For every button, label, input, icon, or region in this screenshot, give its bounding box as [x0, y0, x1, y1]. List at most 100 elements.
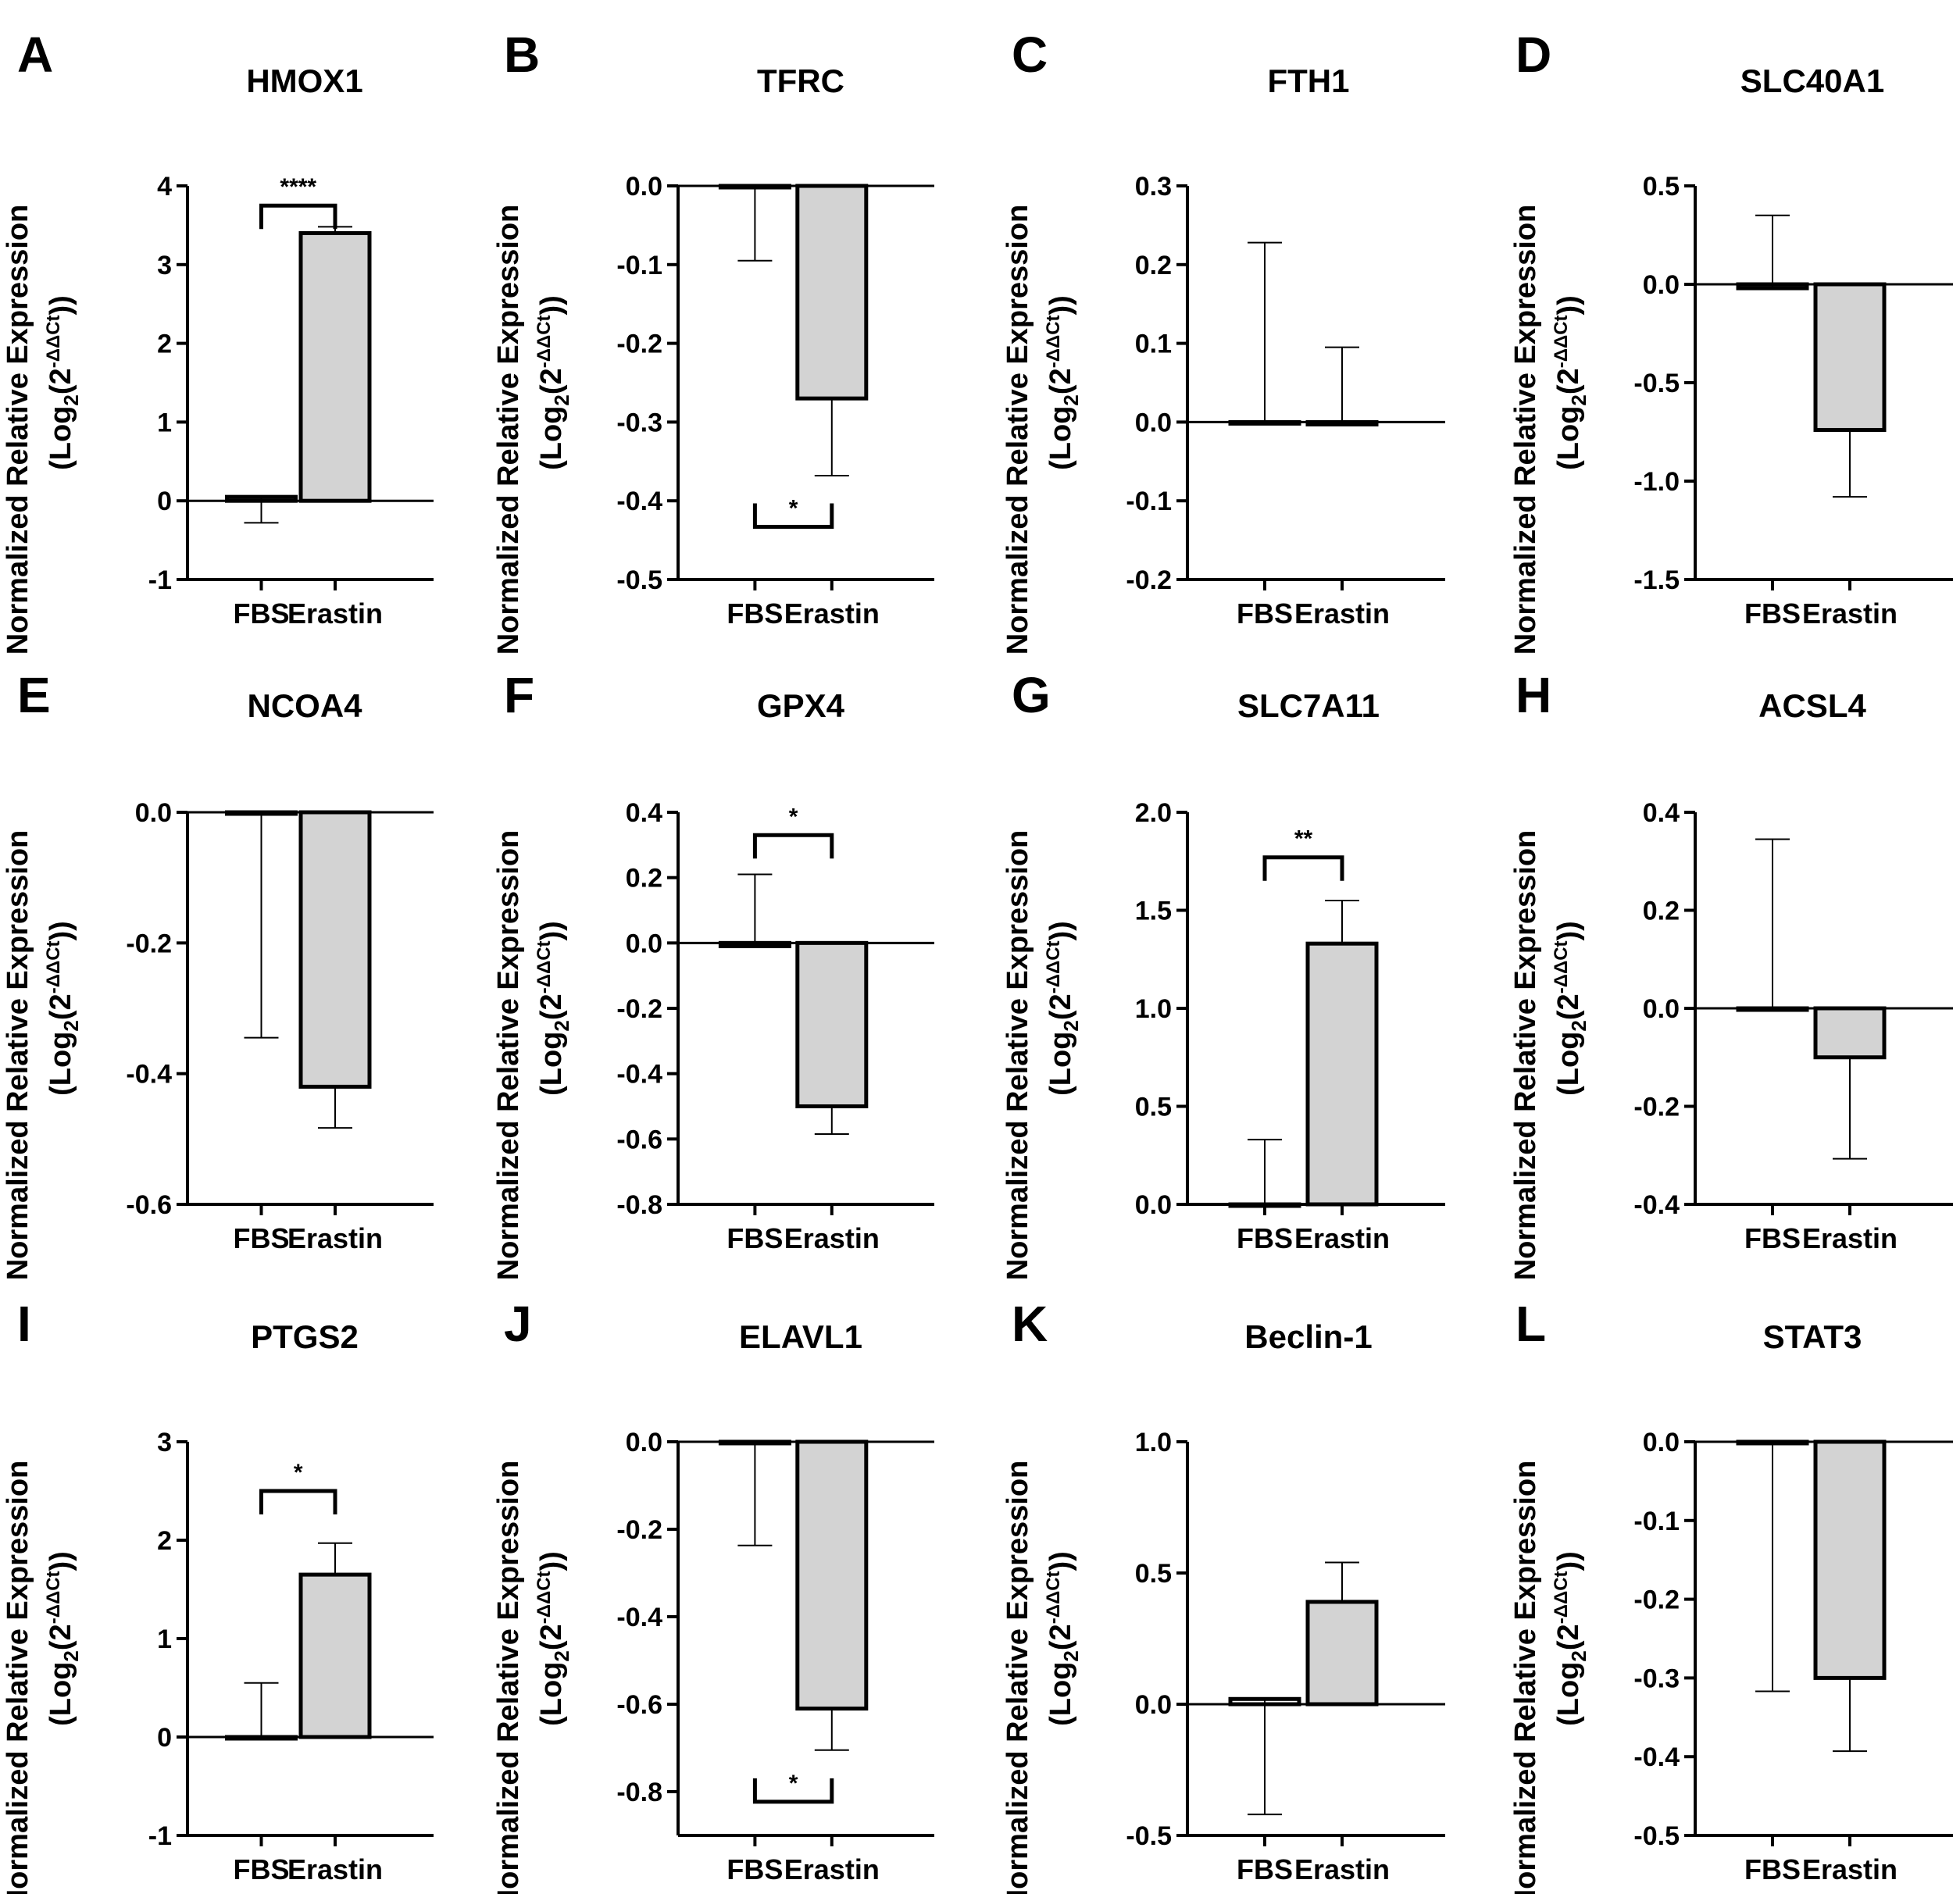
gene-title: HMOX1	[246, 62, 362, 99]
y-tick-label: -0.2	[616, 994, 662, 1024]
y-axis-label-line1: Normalized Relative Expression	[2, 830, 34, 1281]
y-tick-label: -0.4	[126, 1060, 172, 1090]
significance-label: *	[789, 804, 798, 829]
y-tick-label: 0.4	[1643, 798, 1680, 828]
y-tick-label: -0.5	[616, 565, 662, 595]
y-tick-label: -1.5	[1633, 565, 1680, 595]
y-tick-label: -0.2	[616, 1515, 662, 1545]
y-axis-label-line1: Normalized Relative Expression	[492, 830, 525, 1281]
y-tick-label: -0.4	[1633, 1190, 1680, 1220]
y-tick-label: 0.2	[1643, 897, 1680, 926]
y-tick-label: 0.0	[1643, 1428, 1680, 1457]
y-tick-label: 1.5	[1135, 897, 1172, 926]
y-tick-label: 0	[157, 1723, 172, 1753]
y-tick-label: -0.4	[616, 1603, 662, 1632]
x-category-label: Erastin	[287, 597, 383, 630]
panel-letter: L	[1516, 1296, 1546, 1352]
y-axis-label-line2: (Log2(2-ΔΔCt))	[534, 295, 573, 470]
panel-letter: H	[1516, 667, 1551, 723]
y-axis-label-line1: Normalized Relative Expression	[1509, 830, 1542, 1281]
x-category-label: FBS	[727, 1853, 783, 1885]
y-axis-label-line1: Normalized Relative Expression	[1001, 1461, 1034, 1894]
y-axis-label-line1: Normalized Relative Expression	[1509, 205, 1542, 655]
y-axis-label-line1: Normalized Relative Expression	[2, 1461, 34, 1894]
y-tick-label: 0.5	[1135, 1559, 1172, 1589]
significance-label: *	[789, 1771, 798, 1796]
panel-I: I PTGS2 Normalized Relative Expression (Log…	[2, 1296, 434, 1894]
x-category-label: Erastin	[287, 1853, 383, 1885]
bar-fbs	[1736, 1006, 1809, 1012]
y-tick-label: -0.5	[1633, 1821, 1680, 1851]
panel-letter: B	[504, 27, 540, 83]
y-tick-label: 4	[157, 172, 172, 202]
x-category-label: FBS	[234, 1853, 290, 1885]
bar-fbs	[1228, 419, 1301, 426]
gene-title: Beclin-1	[1244, 1318, 1372, 1355]
bar-fbs	[1228, 1202, 1301, 1208]
bar-erastin	[795, 1439, 869, 1711]
bar-erastin	[1813, 1439, 1887, 1680]
y-tick-label: 3	[157, 1428, 172, 1457]
gene-title: FTH1	[1268, 62, 1350, 99]
y-tick-label: 0.0	[626, 172, 662, 202]
y-tick-label: 0.5	[1643, 172, 1680, 202]
x-category-label: FBS	[1744, 1222, 1801, 1254]
y-tick-label: 1.0	[1135, 1428, 1172, 1457]
y-tick-label: -0.2	[126, 929, 172, 958]
y-tick-label: 0.0	[135, 798, 172, 828]
y-tick-label: -0.8	[616, 1778, 662, 1807]
significance-label: ****	[280, 174, 316, 200]
significance-bracket	[752, 833, 834, 859]
y-axis-label-line1: Normalized Relative Expression	[492, 1461, 525, 1894]
panel-G: G SLC7A11 Normalized Relative Expression (L…	[1001, 667, 1445, 1280]
x-category-label: FBS	[1237, 597, 1293, 630]
gene-title: GPX4	[757, 687, 845, 724]
bar-erastin	[795, 184, 869, 401]
y-tick-label: -0.1	[616, 251, 662, 280]
y-tick-label: 0.4	[626, 798, 662, 828]
x-category-label: FBS	[234, 1222, 290, 1254]
y-tick-label: 0.0	[626, 1428, 662, 1457]
panel-letter: I	[17, 1296, 31, 1352]
x-category-label: Erastin	[1802, 1853, 1898, 1885]
y-tick-label: -0.2	[1126, 565, 1172, 595]
bar-erastin	[1813, 1006, 1887, 1060]
panel-K: K Beclin-1 Normalized Relative Expression (…	[1001, 1296, 1445, 1894]
x-category-label: Erastin	[784, 1853, 880, 1885]
y-tick-label: -0.6	[126, 1190, 172, 1220]
gene-title: ACSL4	[1758, 687, 1866, 724]
x-category-label: FBS	[727, 1222, 783, 1254]
y-tick-label: -0.4	[1633, 1742, 1680, 1772]
x-category-label: Erastin	[1294, 1853, 1390, 1885]
y-tick-label: 0.5	[1135, 1093, 1172, 1122]
y-tick-label: -0.8	[616, 1190, 662, 1220]
y-tick-label: 0.0	[1643, 994, 1680, 1024]
panel-letter: J	[504, 1296, 532, 1352]
y-axis-label-line2: (Log2(2-ΔΔCt))	[1043, 295, 1083, 470]
x-category-label: Erastin	[1802, 597, 1898, 630]
y-tick-label: 0.0	[1135, 408, 1172, 437]
significance-bracket	[752, 1778, 834, 1804]
y-axis-label-line2: (Log2(2-ΔΔCt))	[1551, 295, 1590, 470]
bar-erastin	[1305, 941, 1379, 1207]
significance-bracket	[752, 503, 834, 529]
y-axis-label-line1: Normalized Relative Expression	[1509, 1461, 1542, 1894]
bar-erastin	[298, 1572, 372, 1739]
significance-label: **	[1294, 826, 1313, 852]
y-tick-label: 0	[157, 487, 172, 516]
gene-title: PTGS2	[251, 1318, 359, 1355]
panel-letter: F	[504, 667, 534, 723]
panel-letter: A	[17, 27, 53, 83]
panel-letter: E	[17, 667, 51, 723]
y-tick-label: 2	[157, 1526, 172, 1556]
x-category-label: FBS	[234, 597, 290, 630]
significance-bracket	[259, 203, 337, 230]
y-tick-label: -0.4	[616, 1060, 662, 1090]
y-tick-label: -1.0	[1633, 467, 1680, 497]
bar-erastin	[298, 810, 372, 1089]
y-tick-label: 1.0	[1135, 994, 1172, 1024]
y-axis-label-line2: (Log2(2-ΔΔCt))	[534, 1551, 573, 1726]
y-axis-label-line1: Normalized Relative Expression	[2, 205, 34, 655]
y-axis-label-line2: (Log2(2-ΔΔCt))	[1551, 921, 1590, 1096]
y-tick-label: 0.0	[1643, 270, 1680, 300]
